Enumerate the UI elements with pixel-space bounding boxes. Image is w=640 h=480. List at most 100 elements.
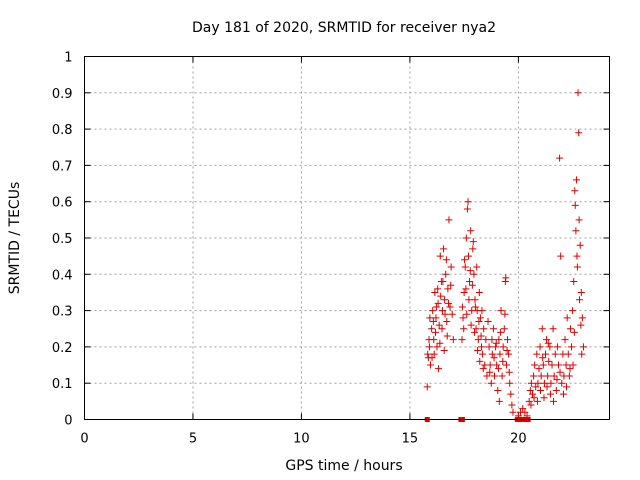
data-point [550,397,558,405]
data-point [424,350,432,358]
data-point [502,361,510,369]
data-point [463,310,471,318]
plot-frame [84,56,610,420]
data-point [573,263,581,271]
data-point [539,361,547,369]
grid [84,56,610,420]
data-point [525,397,533,405]
data-point [436,252,444,260]
data-point [476,314,484,322]
data-point [496,350,504,358]
x-tick-label: 10 [293,432,310,447]
data-point [549,325,557,333]
data-point [469,238,477,246]
data-point [465,296,473,304]
data-point [575,129,583,137]
data-point [550,372,558,380]
y-tick-label: 0.7 [52,159,73,174]
data-point [536,343,544,351]
data-point [508,401,516,409]
y-tick-label: 0.8 [52,123,73,138]
data-point [487,379,495,387]
data-point [492,339,500,347]
data-point [486,361,494,369]
data-point [460,325,468,333]
data-point [575,216,583,224]
data-point [471,303,479,311]
data-point [499,357,507,365]
data-point [469,245,477,253]
data-point [468,281,476,289]
data-point [488,336,496,344]
data-point [426,314,434,322]
data-point [432,328,440,336]
data-point [577,288,585,296]
data-point [459,314,467,322]
data-point [476,357,484,365]
data-point [449,336,457,344]
data-point [440,347,448,355]
data-point [428,354,436,362]
data-point [498,372,506,380]
data-point [477,332,485,340]
data-point [467,227,475,235]
data-point [573,176,581,184]
data-point [437,292,445,300]
data-point [543,336,551,344]
x-tick-label: 20 [510,432,527,447]
data-point [574,89,582,97]
data-point [505,368,513,376]
data-point [534,379,542,387]
y-tick-label: 0.9 [52,87,73,102]
data-point [493,361,501,369]
data-point [495,336,503,344]
data-point [445,216,453,224]
data-point [497,328,505,336]
data-point [447,281,455,289]
data-point [545,357,553,365]
data-point [471,328,479,336]
data-point [482,336,490,344]
data-point [458,336,466,344]
x-tick-label: 0 [80,432,88,447]
data-point [542,350,550,358]
data-point [441,296,449,304]
data-point [519,405,527,413]
y-tick-label: 0 [64,414,72,429]
data-point [442,256,450,264]
data-point [463,205,471,213]
y-tick-label: 0.6 [52,196,73,211]
x-axis-ticks: 0 5 10 15 20 [80,56,527,447]
data-point [544,372,552,380]
y-tick-label: 0.5 [52,232,73,247]
data-point [577,321,585,329]
x-tick-label: 15 [402,432,419,447]
data-point [576,241,584,249]
data-point [494,365,502,373]
data-point [568,343,576,351]
data-point [504,336,512,344]
data-point [470,270,478,278]
data-point [480,325,488,333]
data-point [423,383,431,391]
data-point [478,343,486,351]
data-point [464,252,472,260]
data-point [533,397,541,405]
data-point [500,325,508,333]
data-point [472,325,480,333]
data-point [571,187,579,195]
data-point [466,267,474,275]
data-point [562,361,570,369]
data-point [539,354,547,362]
data-point [462,285,470,293]
data-point [543,383,551,391]
data-point [425,336,433,344]
data-point [546,343,554,351]
data-point [430,350,438,358]
data-point [563,383,571,391]
data-point [432,303,440,311]
data-point [475,288,483,296]
data-point [446,303,454,311]
data-point [443,332,451,340]
data-point [505,350,513,358]
